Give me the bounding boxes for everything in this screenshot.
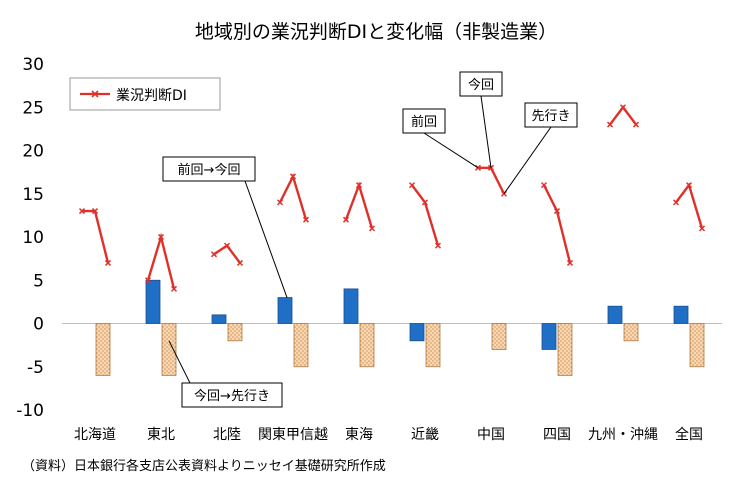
y-tick-label: 25	[22, 98, 44, 118]
y-tick-label: 30	[22, 55, 44, 75]
line-point	[91, 208, 99, 215]
chart-title: 地域別の業況判断DIと変化幅（非製造業）	[195, 21, 557, 43]
line-point	[672, 199, 680, 206]
source-note: （資料）日本銀行各支店公表資料よりニッセイ基礎研究所作成	[22, 458, 386, 474]
line-point	[210, 251, 218, 258]
line-point	[566, 259, 574, 266]
line-series-segment	[344, 181, 374, 229]
legend-label: 業況判断DI	[116, 88, 187, 104]
callout-prev-box	[402, 108, 446, 134]
bar	[161, 323, 177, 376]
line-point	[368, 225, 376, 232]
lines	[78, 104, 706, 292]
line-point	[408, 182, 416, 189]
line-series-segment	[213, 244, 241, 264]
line-series-segment	[478, 166, 506, 195]
bars	[95, 279, 705, 376]
callout-curr-leader	[480, 95, 492, 168]
callout-next-label: 先行き	[531, 109, 570, 124]
bar	[623, 323, 639, 342]
line-point	[355, 182, 363, 189]
x-tick-label: 関東甲信越	[258, 427, 328, 443]
x-tick-label: 北海道	[74, 427, 116, 443]
bar	[557, 323, 573, 376]
bar	[227, 323, 243, 342]
y-tick-label: 10	[22, 228, 44, 248]
line-point	[606, 121, 614, 128]
x-tick-label: 東北	[147, 427, 175, 443]
y-tick-label: 5	[33, 271, 44, 291]
bar	[409, 323, 425, 342]
bar	[95, 323, 111, 376]
callout-prev-to-curr-label: 前回→今回	[178, 162, 241, 178]
legend-marker	[91, 90, 99, 98]
legend: 業況判断DI	[69, 77, 221, 111]
line-point	[223, 242, 231, 249]
line-point	[434, 242, 442, 249]
line-point	[698, 225, 706, 232]
bar	[491, 323, 507, 350]
line-point	[421, 199, 429, 206]
y-tick-label: 0	[33, 315, 44, 335]
axes: -10 -5 0 5 10 15 20 25 30 北海道 東北 北陸 関東甲信越 東海 近畿 中国 四国 九州・…	[16, 55, 722, 443]
bar	[673, 305, 689, 324]
line-point	[104, 259, 112, 266]
line-point	[342, 216, 350, 223]
callout-prev-to-curr-box	[162, 156, 256, 182]
y-tick-label: -10	[16, 401, 44, 421]
callout-curr-to-next-leader	[168, 340, 191, 384]
bar	[343, 288, 359, 324]
line-point	[157, 233, 165, 241]
x-tick-label: 北陸	[213, 427, 241, 443]
line-point	[302, 216, 310, 223]
line-point	[685, 182, 693, 189]
line-series-segment	[411, 184, 440, 246]
bar	[211, 314, 227, 324]
y-tick-label: 20	[22, 142, 44, 162]
line-point	[276, 199, 284, 206]
line-point	[144, 277, 152, 284]
callout-next-leader	[503, 126, 552, 195]
x-tick-label: 中国	[477, 427, 505, 443]
x-tick-label: 東海	[345, 427, 373, 443]
line-series-segment	[609, 105, 637, 126]
callout-next-box	[524, 102, 578, 128]
line-point	[553, 208, 561, 215]
callout-prev-label: 前回	[411, 114, 437, 130]
bar	[145, 279, 161, 324]
x-tick-label: 九州・沖縄	[588, 427, 658, 443]
bar	[689, 323, 705, 368]
line-point	[289, 173, 297, 180]
bar	[607, 305, 623, 324]
bar	[277, 297, 293, 324]
callout-curr-to-next-label: 今回→先行き	[194, 388, 270, 404]
line-point	[78, 208, 86, 215]
x-tick-label: 全国	[675, 426, 703, 443]
line-series-segment	[542, 184, 572, 264]
line-series-segment	[82, 209, 110, 264]
callout-prev-leader	[423, 132, 479, 169]
line-series-segment	[675, 182, 704, 229]
callout-curr-box	[459, 71, 503, 97]
x-tick-label: 近畿	[411, 427, 439, 443]
line-point	[170, 285, 178, 292]
line-point	[540, 182, 548, 189]
bar	[425, 323, 441, 368]
callout-prev-to-curr-leader	[244, 180, 288, 298]
line-point	[632, 121, 640, 128]
x-tick-label: 四国	[543, 427, 571, 443]
callout-curr-to-next-box	[181, 382, 283, 408]
y-tick-label: -5	[27, 358, 44, 378]
bar	[293, 323, 309, 368]
line-series-segment	[278, 173, 308, 221]
bar	[359, 323, 375, 368]
y-tick-label: 15	[22, 185, 44, 205]
bar	[541, 323, 557, 350]
callout-curr-label: 今回	[468, 77, 494, 93]
line-point	[236, 259, 244, 266]
line-point	[619, 104, 627, 111]
